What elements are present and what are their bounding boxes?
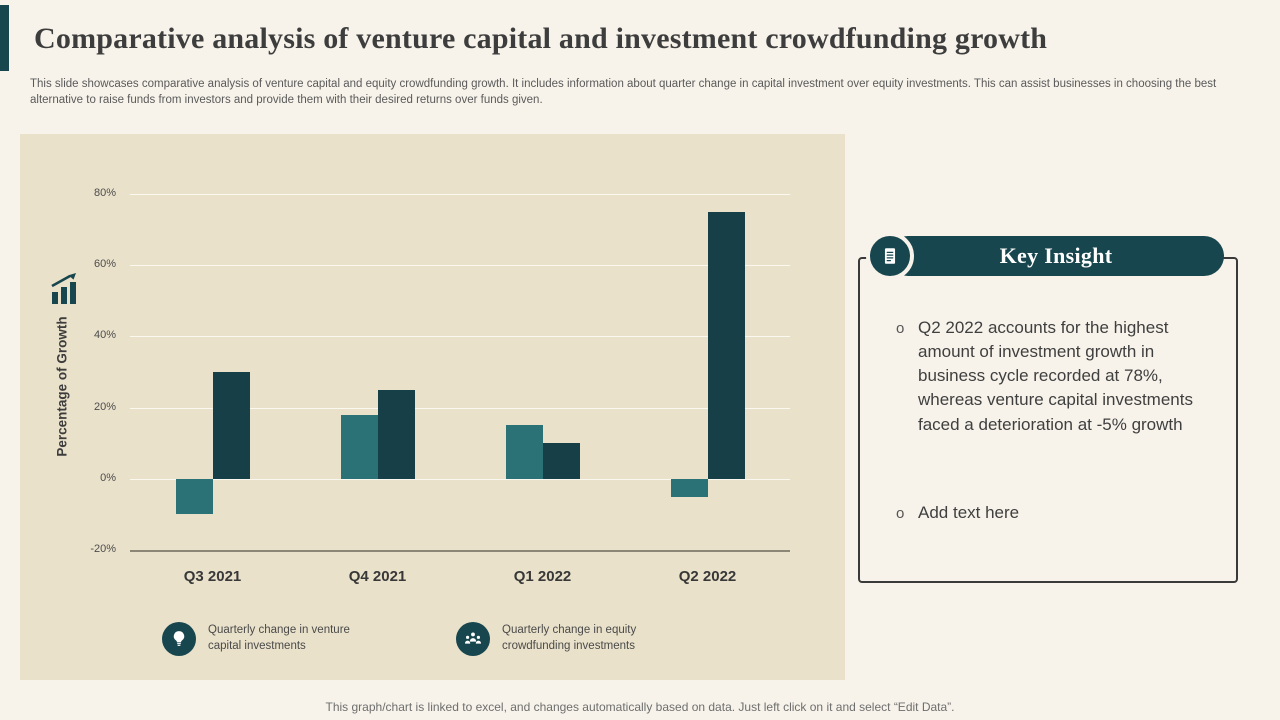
bullet-marker: o: [896, 320, 905, 337]
gridline: [130, 265, 790, 267]
chart-bar[interactable]: [707, 211, 745, 479]
title-accent-bar: [0, 5, 9, 71]
x-axis-labels: Q3 2021 Q4 2021 Q1 2022 Q2 2022: [130, 568, 790, 590]
chart-legend: Quarterly change in venture capital inve…: [130, 622, 810, 656]
x-category-label: Q1 2022: [513, 568, 572, 585]
x-category-label: Q4 2021: [348, 568, 407, 585]
key-insight-title: Key Insight: [999, 243, 1113, 268]
gridline: [130, 478, 790, 480]
footer-note: This graph/chart is linked to excel, and…: [325, 700, 955, 714]
key-insight-panel: Key Insight o Q2 2022 accounts for the h…: [858, 232, 1238, 583]
slide-subtitle: This slide showcases comparative analysi…: [30, 78, 1217, 107]
y-axis-ticks: 80% 60% 40% 20% 0% -20%: [20, 187, 122, 555]
legend-label: Quarterly change in equity crowdfunding …: [502, 624, 637, 652]
gridline: [130, 407, 790, 409]
page-title: Comparative analysis of venture capital …: [34, 22, 1048, 55]
legend-label: Quarterly change in venture capital inve…: [208, 624, 350, 652]
bulb-icon: [162, 622, 196, 656]
insight-text: Q2 2022 accounts for the highest amount …: [918, 318, 1193, 434]
insight-bullet: o Q2 2022 accounts for the highest amoun…: [896, 316, 1212, 437]
add-text-placeholder[interactable]: Add text here: [918, 502, 1020, 522]
plot-area[interactable]: [130, 194, 790, 552]
chart-bar[interactable]: [340, 414, 378, 479]
y-tick-label: 20%: [93, 400, 116, 413]
x-category-label: Q2 2022: [678, 568, 737, 585]
y-tick-label: 0%: [100, 471, 116, 484]
legend-item: Quarterly change in venture capital inve…: [162, 622, 456, 656]
chart-bar[interactable]: [670, 478, 708, 497]
chart-bar[interactable]: [505, 425, 543, 479]
y-tick-label: 60%: [93, 258, 116, 271]
gridline: [130, 336, 790, 338]
growth-chart-icon: [48, 272, 82, 306]
chart-bar[interactable]: [175, 478, 213, 515]
insight-bullet: o Add text here: [896, 501, 1212, 525]
y-tick-label: -20%: [90, 543, 116, 555]
chart-bar[interactable]: [377, 389, 415, 479]
chart-bar[interactable]: [542, 443, 580, 479]
x-category-label: Q3 2021: [183, 568, 242, 585]
document-icon: [866, 232, 914, 280]
gridline: [130, 194, 790, 195]
people-icon: [456, 622, 490, 656]
chart-bar[interactable]: [212, 372, 250, 479]
bullet-marker: o: [896, 504, 905, 522]
legend-item: Quarterly change in equity crowdfunding …: [456, 622, 750, 656]
y-tick-label: 80%: [93, 187, 116, 199]
key-insight-header: Key Insight: [888, 236, 1224, 276]
y-tick-label: 40%: [93, 329, 116, 342]
key-insight-bullets: o Q2 2022 accounts for the highest amoun…: [896, 316, 1212, 525]
chart-panel[interactable]: Percentage of Growth 80% 60% 40% 20% 0% -20% …: [20, 134, 845, 680]
